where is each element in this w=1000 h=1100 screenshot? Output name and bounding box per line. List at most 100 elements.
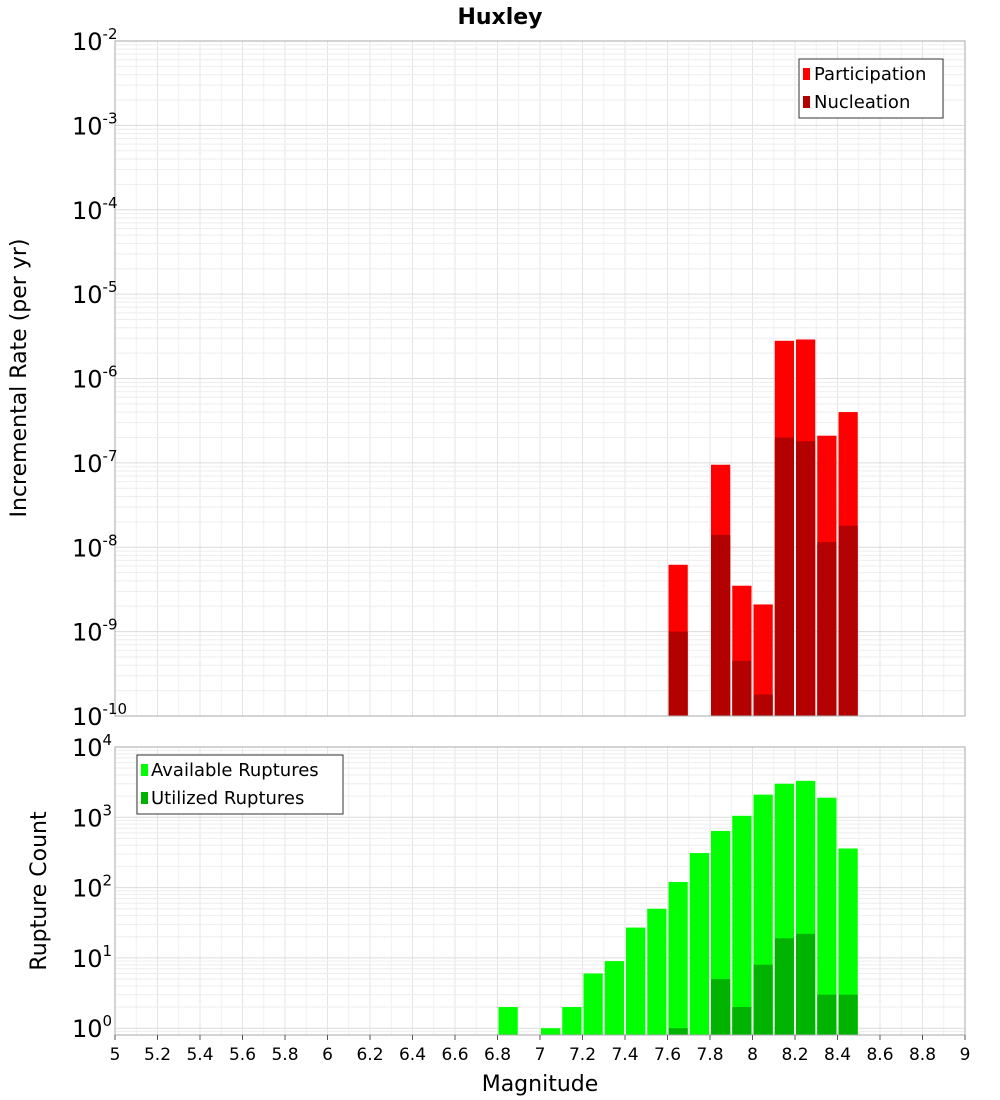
x-axis-label: Magnitude <box>482 1072 599 1097</box>
top-y-tick-exponent: -3 <box>103 109 118 127</box>
bottom-y-axis-label: Rupture Count <box>27 811 52 971</box>
x-tick-label: 5.4 <box>186 1045 213 1065</box>
x-tick-label: 6 <box>322 1045 333 1065</box>
x-tick-label: 6.4 <box>399 1045 426 1065</box>
x-tick-label: 7.2 <box>569 1045 596 1065</box>
bottom-bar-utilized-ruptures <box>774 938 794 1035</box>
legend-label-available-ruptures: Available Ruptures <box>151 760 319 781</box>
chart-title: Huxley <box>457 5 542 30</box>
bottom-bar-available-ruptures <box>562 1007 582 1035</box>
top-y-tick-exponent: -7 <box>103 447 118 465</box>
top-y-tick-exponent: -2 <box>103 25 118 43</box>
bottom-bar-available-ruptures <box>541 1028 561 1035</box>
bottom-bar-available-ruptures <box>689 853 709 1035</box>
top-bar-nucleation <box>774 437 794 716</box>
bottom-bar-available-ruptures <box>583 973 603 1035</box>
bottom-bar-available-ruptures <box>604 961 624 1035</box>
top-bar-nucleation <box>711 534 731 716</box>
x-tick-label: 7.4 <box>611 1045 638 1065</box>
top-y-tick-base: 10 <box>72 534 103 562</box>
top-y-tick-label: 10-7 <box>72 447 118 478</box>
top-grid <box>114 40 966 717</box>
x-tick-label: 6.6 <box>441 1045 468 1065</box>
x-tick-label: 8.4 <box>824 1045 851 1065</box>
bottom-y-tick-base: 10 <box>72 945 103 973</box>
top-legend-box <box>798 58 944 119</box>
x-tick-label: 5.6 <box>229 1045 256 1065</box>
bottom-y-tick-exponent: 4 <box>103 731 113 749</box>
bottom-y-tick-base: 10 <box>72 804 103 832</box>
bottom-y-tick-base: 10 <box>72 875 103 903</box>
top-y-tick-exponent: -9 <box>103 616 118 634</box>
x-tick-label: 9 <box>960 1045 971 1065</box>
top-y-tick-label: 10-6 <box>72 363 118 394</box>
top-y-tick-base: 10 <box>72 28 103 56</box>
top-y-tick-label: 10-9 <box>72 616 118 647</box>
top-y-tick-exponent: -8 <box>103 531 118 549</box>
top-y-axis-label: Incremental Rate (per yr) <box>7 239 32 518</box>
x-tick-label: 8.2 <box>781 1045 808 1065</box>
top-plot-border <box>114 40 966 717</box>
top-legend: Participation Nucleation <box>798 58 944 119</box>
legend-label-utilized-ruptures: Utilized Ruptures <box>151 788 304 809</box>
top-bar-nucleation <box>732 660 752 716</box>
x-tick-label: 5 <box>110 1045 121 1065</box>
top-y-tick-base: 10 <box>72 281 103 309</box>
top-bars <box>668 339 858 716</box>
top-bar-nucleation <box>668 631 688 716</box>
bottom-bar-available-ruptures <box>498 1007 518 1035</box>
top-y-tick-label: 10-4 <box>72 194 118 225</box>
bottom-y-tick-exponent: 1 <box>103 942 113 960</box>
bottom-bar-available-ruptures <box>732 815 752 1035</box>
top-bar-nucleation <box>753 694 773 716</box>
top-y-tick-label: 10-3 <box>72 109 118 140</box>
bottom-y-tick-label: 101 <box>72 942 112 973</box>
bottom-bar-utilized-ruptures <box>753 964 773 1035</box>
top-y-tick-label: 10-2 <box>72 25 118 56</box>
bottom-bar-available-ruptures <box>817 797 837 1035</box>
top-y-tick-base: 10 <box>72 366 103 394</box>
legend-label-nucleation: Nucleation <box>814 92 910 113</box>
bottom-bar-available-ruptures <box>626 927 646 1035</box>
top-y-ticks: 10-210-310-410-510-610-710-810-910-10 <box>72 25 127 731</box>
x-tick-label: 7 <box>535 1045 546 1065</box>
top-y-tick-exponent: -10 <box>103 700 128 718</box>
bottom-y-tick-label: 103 <box>72 801 112 832</box>
x-tick-label: 5.8 <box>271 1045 298 1065</box>
legend-label-participation: Participation <box>814 64 926 85</box>
bottom-bars <box>498 780 858 1035</box>
legend-swatch-nucleation <box>803 96 810 108</box>
legend-swatch-available-ruptures <box>141 764 148 776</box>
top-panel: 10-210-310-410-510-610-710-810-910-10 In… <box>7 25 966 731</box>
bottom-bar-utilized-ruptures <box>817 994 837 1035</box>
bottom-bar-utilized-ruptures <box>711 979 731 1035</box>
bottom-bar-utilized-ruptures <box>668 1028 688 1035</box>
x-tick-label: 8 <box>747 1045 758 1065</box>
bottom-bar-utilized-ruptures <box>838 994 858 1035</box>
top-bar-nucleation <box>796 441 816 716</box>
bottom-y-tick-label: 102 <box>72 872 112 903</box>
top-y-tick-base: 10 <box>72 619 103 647</box>
top-bar-nucleation <box>838 525 858 716</box>
x-tick-label: 6.8 <box>484 1045 511 1065</box>
top-bar-nucleation <box>817 542 837 716</box>
bottom-legend: Available Ruptures Utilized Ruptures <box>136 754 344 815</box>
top-y-tick-exponent: -4 <box>103 194 118 212</box>
top-y-tick-exponent: -6 <box>103 363 118 381</box>
legend-swatch-utilized-ruptures <box>141 792 148 804</box>
top-y-tick-label: 10-5 <box>72 278 118 309</box>
top-y-tick-base: 10 <box>72 703 103 731</box>
x-tick-label: 5.2 <box>144 1045 171 1065</box>
bottom-bar-available-ruptures <box>668 882 688 1035</box>
bottom-y-tick-base: 10 <box>72 734 103 762</box>
top-y-tick-base: 10 <box>72 197 103 225</box>
x-tick-label: 8.8 <box>909 1045 936 1065</box>
x-tick-label: 7.8 <box>696 1045 723 1065</box>
top-bar-participation <box>753 604 773 716</box>
bottom-y-tick-exponent: 0 <box>103 1012 113 1030</box>
x-tick-label: 7.6 <box>654 1045 681 1065</box>
bottom-y-tick-label: 104 <box>72 731 112 762</box>
